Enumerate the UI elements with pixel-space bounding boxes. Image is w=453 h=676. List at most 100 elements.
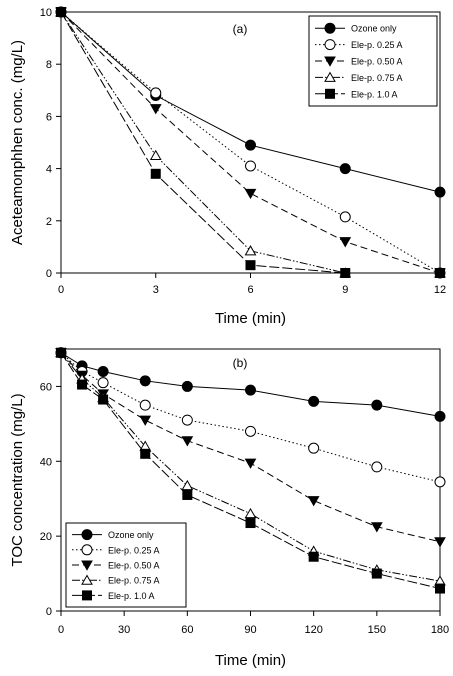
y-tick-label: 0 bbox=[46, 606, 52, 618]
x-tick-label: 9 bbox=[342, 284, 348, 296]
legend-marker bbox=[81, 544, 93, 556]
series-line bbox=[60, 11, 441, 274]
data-point bbox=[97, 365, 109, 377]
data-point bbox=[97, 377, 109, 389]
data-point bbox=[98, 394, 109, 405]
y-axis-title: Aceteamonphhen conc. (mg/L) bbox=[9, 40, 26, 245]
data-point bbox=[370, 522, 383, 533]
panel-label: (a) bbox=[233, 22, 248, 36]
y-tick-label: 10 bbox=[40, 7, 52, 19]
y-axis-title: TOC concentration (mg/L) bbox=[9, 393, 26, 566]
data-point bbox=[149, 149, 162, 161]
y-tick-label: 60 bbox=[40, 381, 52, 393]
legend-label: Ozone only bbox=[108, 530, 154, 540]
chart-panel-b: 0 30 60 90 120 150 180 0 20 40 60 Time (min) TOC con… bbox=[9, 346, 449, 669]
data-point bbox=[149, 104, 162, 115]
data-point bbox=[339, 237, 352, 248]
data-point bbox=[150, 168, 161, 179]
legend-marker bbox=[81, 574, 93, 585]
data-point bbox=[434, 186, 446, 198]
legend-marker bbox=[324, 71, 336, 82]
data-point bbox=[434, 476, 446, 488]
data-point bbox=[435, 268, 445, 278]
y-tick-label: 0 bbox=[46, 268, 52, 280]
data-point bbox=[340, 268, 351, 278]
data-point bbox=[181, 414, 193, 426]
data-point bbox=[245, 160, 256, 172]
x-tick-label: 3 bbox=[153, 284, 159, 296]
data-point bbox=[371, 568, 382, 579]
y-tick-label: 40 bbox=[40, 456, 52, 468]
y-tick-label: 20 bbox=[40, 531, 52, 543]
legend-marker bbox=[324, 22, 336, 34]
legend-label: Ele-p. 0.25 A bbox=[108, 545, 160, 555]
legend-label: Ele-p. 1.0 A bbox=[351, 89, 398, 99]
legend-label: Ele-p. 0.50 A bbox=[351, 57, 403, 67]
data-point bbox=[435, 583, 445, 594]
series-5 bbox=[56, 7, 445, 278]
data-point bbox=[245, 139, 256, 151]
data-point bbox=[308, 551, 319, 562]
data-point bbox=[56, 347, 66, 358]
x-axis-title: Time (min) bbox=[215, 652, 286, 669]
x-tick-label: 60 bbox=[181, 624, 193, 636]
legend: Ozone only Ele-p. 0.25 A Ele-p. 0.50 A Ele-… bbox=[308, 15, 438, 107]
data-point bbox=[434, 410, 446, 422]
legend-label: Ele-p. 0.25 A bbox=[351, 40, 403, 50]
data-point bbox=[244, 458, 257, 469]
y-tick-label: 2 bbox=[46, 216, 52, 228]
x-tick-label: 150 bbox=[368, 624, 386, 636]
data-point bbox=[181, 380, 193, 392]
legend-marker bbox=[324, 56, 336, 67]
data-point bbox=[181, 436, 194, 447]
legend-label: Ele-p. 0.50 A bbox=[108, 561, 160, 571]
data-point bbox=[139, 415, 152, 426]
data-point bbox=[245, 518, 256, 529]
data-point bbox=[245, 425, 256, 437]
data-point bbox=[307, 496, 320, 507]
x-tick-label: 180 bbox=[431, 624, 449, 636]
series-5 bbox=[56, 347, 445, 594]
y-tick-label: 6 bbox=[46, 111, 52, 123]
data-point bbox=[77, 379, 88, 390]
data-point bbox=[245, 384, 256, 396]
legend-marker bbox=[324, 39, 336, 51]
data-point bbox=[244, 507, 257, 519]
x-tick-label: 120 bbox=[304, 624, 322, 636]
y-tick-label: 4 bbox=[46, 164, 52, 176]
x-tick-label: 12 bbox=[434, 284, 446, 296]
data-point bbox=[150, 87, 162, 99]
data-point bbox=[371, 399, 383, 411]
legend-marker bbox=[82, 590, 92, 601]
series-3 bbox=[55, 348, 446, 548]
data-point bbox=[245, 260, 256, 271]
legend-label: Ele-p. 0.75 A bbox=[108, 576, 160, 586]
x-tick-label: 0 bbox=[58, 624, 64, 636]
y-tick-label: 8 bbox=[46, 59, 52, 71]
x-tick-label: 30 bbox=[118, 624, 130, 636]
legend-marker bbox=[325, 88, 335, 99]
data-point bbox=[182, 489, 193, 500]
data-point bbox=[308, 442, 320, 454]
data-point bbox=[339, 211, 351, 223]
legend-label: Ele-p. 1.0 A bbox=[108, 591, 155, 601]
legend-marker bbox=[81, 560, 93, 571]
data-point bbox=[339, 163, 351, 175]
legend-label: Ele-p. 0.75 A bbox=[351, 73, 403, 83]
data-point bbox=[139, 399, 151, 411]
panel-label: (b) bbox=[233, 356, 248, 370]
legend: Ozone only Ele-p. 0.25 A Ele-p. 0.50 A Ele-… bbox=[65, 522, 187, 608]
chart-panel-a: 0 3 6 9 12 0 2 4 6 8 10 Time (min) Aceteamonphhen co… bbox=[9, 6, 446, 327]
x-tick-label: 6 bbox=[247, 284, 253, 296]
series-line bbox=[60, 352, 441, 417]
x-tick-label: 0 bbox=[58, 284, 64, 296]
legend-marker bbox=[81, 529, 93, 541]
data-point bbox=[139, 375, 151, 387]
legend-label: Ozone only bbox=[351, 24, 397, 34]
data-point bbox=[140, 448, 151, 459]
data-point bbox=[308, 395, 320, 407]
data-point bbox=[371, 461, 383, 473]
data-point bbox=[181, 479, 194, 491]
data-point bbox=[244, 188, 257, 200]
